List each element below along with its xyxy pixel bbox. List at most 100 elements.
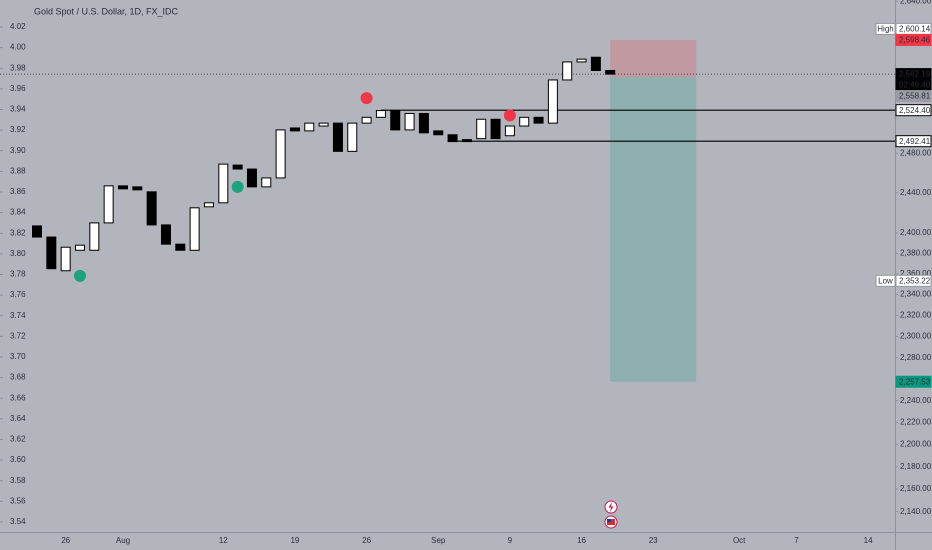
candle-body [404,112,415,131]
y2-tick-label: 3.64 [10,414,26,423]
candle-body [447,134,458,143]
candle-body [461,139,472,143]
signal-marker [360,92,373,105]
candle-body [390,110,401,131]
signal-marker [73,269,86,282]
candle-body [89,222,100,251]
y2-tick-label: 3.90 [10,146,26,155]
level-label-box [895,104,932,117]
x-tick-label: Aug [116,536,130,545]
level-label-box [895,135,932,148]
candle-body [246,168,257,188]
event-icon [607,519,611,522]
y2-tick-label: 3.70 [10,352,26,361]
y2-tick-label: 3.68 [10,373,26,382]
y2-tick-label: 3.94 [10,105,26,114]
y-tick-label: 2,140.00 [900,507,932,516]
high-tag: High [877,25,893,34]
y-tick-label: 2,200.00 [900,440,932,449]
y2-tick-label: 3.54 [10,517,26,526]
candle-body [218,163,229,204]
candle-body [519,116,530,127]
y-tick-label: 2,380.00 [900,248,932,257]
y2-tick-label: 3.78 [10,270,26,279]
entry-label-box [895,90,932,103]
y2-tick-label: 3.88 [10,166,26,175]
candle-body [275,129,286,179]
candle-body [46,236,57,270]
x-tick-label: 23 [649,536,658,545]
candle-body [103,185,114,224]
y2-tick-label: 3.56 [10,496,26,505]
y2-tick-label: 3.76 [10,290,26,299]
low-tag: Low [878,276,893,285]
candle-body [232,164,243,170]
candle-body [547,79,558,124]
high-label: 2,600.14 [899,25,931,34]
entry-label: 2,558.81 [899,92,931,101]
candle-body [361,116,372,124]
candle-body [32,225,42,238]
candle-body [418,112,429,134]
candle-body [576,58,587,63]
high-tag-box [875,22,896,35]
y2-tick-label: 3.60 [10,455,26,464]
event-icons [604,500,618,529]
y2-tick-label: 3.92 [10,125,26,134]
candle-body [533,116,544,124]
x-tick-label: 19 [290,536,299,545]
x-tick-label: 9 [508,536,513,545]
level-label: 2,492.41 [899,137,931,146]
candle-body [175,243,186,251]
y-tick-label: 2,220.00 [900,418,932,427]
candle-body [490,118,501,140]
y-tick-label: 2,440.00 [900,188,932,197]
y2-tick-label: 3.62 [10,435,26,444]
candle-body [60,246,71,272]
event-icon [608,502,614,512]
candle-body [433,130,444,136]
y-tick-label: 2,300.00 [900,332,932,341]
candle-body [375,110,386,118]
x-tick-label: 12 [219,536,228,545]
signal-marker [503,109,516,122]
y-tick-label: 2,340.00 [900,290,932,299]
x-tick-label: 26 [61,536,70,545]
target-zone [610,77,697,382]
y-tick-label: 2,280.00 [900,353,932,362]
candle-body [590,56,601,71]
target-label-box [895,375,932,388]
x-tick-label: 16 [577,536,586,545]
candle-body [203,202,214,208]
y2-tick-label: 4.02 [10,22,26,31]
x-tick-label: Sep [431,536,446,545]
candle-body [289,127,300,132]
chart-title: Gold Spot / U.S. Dollar, 1D, FX_IDC [34,6,179,16]
y-tick-label: 2,480.00 [900,148,932,157]
stop-label: 2,598.46 [899,36,931,45]
y-tick-label: 2,320.00 [900,310,932,319]
candle-body [332,122,343,152]
candle-body [117,185,128,190]
y-tick-label: 2,360.00 [900,269,932,278]
y-tick-label: 2,400.00 [900,228,932,237]
candle-body [562,61,573,81]
candle-body [160,224,171,245]
y-tick-label: 2,180.00 [900,462,932,471]
y-tick-label: 2,160.00 [900,484,932,493]
y2-tick-label: 3.82 [10,228,26,237]
y2-tick-label: 3.86 [10,187,26,196]
candle-body [605,69,616,75]
x-tick-label: 14 [864,536,873,545]
signal-marker [231,180,244,193]
y2-tick-label: 3.96 [10,84,26,93]
candle-body [347,122,358,152]
candle-body [146,191,157,226]
target-label: 2,257.53 [899,377,931,386]
x-tick-label: 26 [362,536,371,545]
y-tick-label: 2,640.00 [900,0,932,5]
y2-tick-label: 3.66 [10,393,26,402]
low-label: 2,353.22 [899,276,931,285]
candle-body [74,244,85,251]
